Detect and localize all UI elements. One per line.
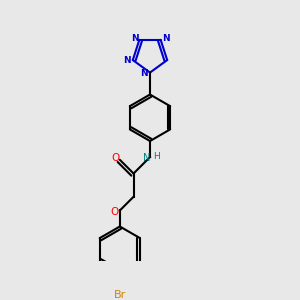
Text: N: N: [131, 34, 139, 43]
Text: N: N: [140, 69, 148, 78]
Text: N: N: [143, 153, 151, 163]
Text: O: O: [111, 153, 119, 163]
Text: N: N: [163, 34, 170, 43]
Text: Br: Br: [114, 290, 126, 300]
Text: N: N: [123, 56, 131, 65]
Text: O: O: [111, 207, 119, 217]
Text: H: H: [153, 152, 160, 160]
